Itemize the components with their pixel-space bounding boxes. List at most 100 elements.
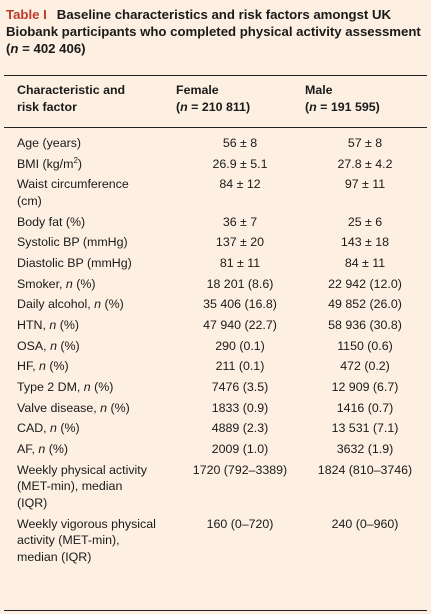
table-row: HTN, n (%) 47 940 (22.7) 58 936 (30.8) <box>0 317 431 334</box>
row-label-line1: Body fat (%) <box>17 214 175 231</box>
female-value: 36 ± 7 <box>222 214 258 229</box>
row-label-line1: Systolic BP (mmHg) <box>17 234 175 251</box>
row-label: Weekly vigorous physical activity (MET-mi… <box>0 516 175 566</box>
table-row: Body fat (%) 36 ± 7 25 ± 6 <box>0 214 431 231</box>
table-row: BMI (kg/m2) 26.9 ± 5.1 27.8 ± 4.2 <box>0 156 431 173</box>
row-label-end: (%) <box>45 442 68 457</box>
header-characteristic: Characteristic and risk factor <box>17 82 125 116</box>
row-label-text: Systolic BP (mmHg) <box>17 235 128 250</box>
row-label-line3: (IQR) <box>17 495 48 510</box>
row-label-line1: Daily alcohol, n (%) <box>17 296 175 313</box>
row-label: HF, n (%) <box>0 358 175 375</box>
male-value: 1824 (810–3746) <box>317 462 413 477</box>
row-label-end: (%) <box>56 421 80 436</box>
row-label-line1: CAD, n (%) <box>17 420 175 437</box>
table-row: Systolic BP (mmHg) 137 ± 20 143 ± 18 <box>0 234 431 251</box>
table-row: Valve disease, n (%) 1833 (0.9) 1416 (0.7) <box>0 400 431 417</box>
row-label-line1: Diastolic BP (mmHg) <box>17 255 175 272</box>
row-label: Age (years) <box>0 135 175 152</box>
row-label-end: (%) <box>45 359 69 374</box>
row-label: Diastolic BP (mmHg) <box>0 255 175 272</box>
row-label-line2: activity (MET-min), <box>17 533 120 547</box>
table-row: HF, n (%) 211 (0.1) 472 (0.2) <box>0 358 431 375</box>
female-value: 290 (0.1) <box>215 338 265 353</box>
female-value: 56 ± 8 <box>222 136 258 150</box>
row-label-line1: Weekly physical activity <box>17 462 175 479</box>
male-value: 240 (0–960) <box>331 516 399 531</box>
female-value: 211 (0.1) <box>215 359 265 374</box>
male-value: 27.8 ± 4.2 <box>337 156 393 171</box>
row-label-italic: n <box>50 338 57 353</box>
row-label-text: Type 2 DM, <box>17 380 84 395</box>
row-label-italic: n <box>94 297 102 312</box>
female-value: 1833 (0.9) <box>211 400 269 415</box>
row-label-line1: Waist circumference <box>17 176 175 193</box>
row-label: BMI (kg/m2) <box>0 156 175 173</box>
row-label-line1: Age (years) <box>17 135 175 152</box>
header-rule <box>4 127 427 128</box>
table-row: Weekly vigorous physical activity (MET-mi… <box>0 516 431 566</box>
row-label: CAD, n (%) <box>0 420 175 437</box>
male-value: 3632 (1.9) <box>336 442 394 457</box>
table-row: CAD, n (%) 4889 (2.3) 13 531 (7.1) <box>0 420 431 437</box>
table-label: Table I <box>6 7 47 22</box>
row-label-line3: median (IQR) <box>17 549 92 564</box>
bottom-rule <box>4 610 427 611</box>
row-label-italic: n <box>38 442 46 457</box>
male-value: 84 ± 11 <box>344 255 386 270</box>
male-value: 22 942 (12.0) <box>328 276 402 291</box>
header-male-n-symbol: n <box>309 100 317 114</box>
table-row: Age (years) 56 ± 8 57 ± 8 <box>0 135 431 152</box>
row-label-text: CAD, <box>17 421 51 436</box>
row-label-end: (%) <box>107 400 130 415</box>
row-label: Daily alcohol, n (%) <box>0 296 175 313</box>
row-label: AF, n (%) <box>0 441 175 458</box>
row-label-text: AF, <box>17 442 39 457</box>
row-label-text: Age (years) <box>17 136 82 150</box>
row-label-text: Daily alcohol, <box>17 297 95 312</box>
table-caption: Table I Baseline characteristics and risk… <box>6 6 426 57</box>
row-label-text: Smoker, <box>17 276 66 291</box>
row-label-line1: HF, n (%) <box>17 358 175 375</box>
header-male-n-value: = 191 595) <box>316 100 380 114</box>
header-female-n: (n = 210 811) <box>176 99 250 116</box>
female-value: 81 ± 11 <box>219 255 261 270</box>
table-row: Daily alcohol, n (%) 35 406 (16.8) 49 852 … <box>0 296 431 313</box>
header-characteristic-line2: risk factor <box>17 100 77 114</box>
row-label-superscript: 2 <box>73 155 78 165</box>
female-value: 4889 (2.3) <box>211 421 269 436</box>
caption-text: Baseline characteristics and risk factor… <box>6 7 421 56</box>
female-value: 7476 (3.5) <box>211 380 269 395</box>
row-label-text: Diastolic BP (mmHg) <box>17 255 132 270</box>
female-value: 47 940 (22.7) <box>203 318 277 332</box>
row-label-italic: n <box>100 400 108 415</box>
female-value: 35 406 (16.8) <box>203 297 277 312</box>
row-label-text: HF, <box>17 359 40 374</box>
header-female: Female (n = 210 811) <box>176 82 250 116</box>
male-value: 13 531 (7.1) <box>331 421 399 436</box>
row-label-text: Valve disease, <box>17 400 101 415</box>
male-value: 143 ± 18 <box>340 235 390 250</box>
row-label-line1: Weekly vigorous physical <box>17 516 175 533</box>
header-female-label: Female <box>176 83 219 97</box>
header-male-label: Male <box>305 83 333 97</box>
row-label-text: OSA, <box>17 338 51 353</box>
row-label: OSA, n (%) <box>0 338 175 355</box>
header-male-n: (n = 191 595) <box>305 99 380 116</box>
table-row: OSA, n (%) 290 (0.1) 1150 (0.6) <box>0 338 431 355</box>
table-row: Waist circumference (cm) 84 ± 12 97 ± 11 <box>0 176 431 209</box>
row-label-text: BMI (kg/m <box>17 156 74 171</box>
female-value: 84 ± 12 <box>219 177 261 192</box>
table-row: Type 2 DM, n (%) 7476 (3.5) 12 909 (6.7) <box>0 379 431 396</box>
row-label-line2: (MET-min), median <box>17 479 123 494</box>
male-value: 25 ± 6 <box>347 214 383 229</box>
row-label: Waist circumference (cm) <box>0 176 175 209</box>
row-label-text: HTN, <box>17 318 50 332</box>
male-value: 1150 (0.6) <box>337 338 393 353</box>
row-label-text: Weekly physical activity <box>17 462 147 477</box>
female-value: 160 (0–720) <box>206 516 274 531</box>
male-value: 57 ± 8 <box>347 136 383 150</box>
row-label-end: (%) <box>101 297 124 312</box>
row-label-end: (%) <box>56 318 79 332</box>
row-label-end: (%) <box>90 380 114 395</box>
